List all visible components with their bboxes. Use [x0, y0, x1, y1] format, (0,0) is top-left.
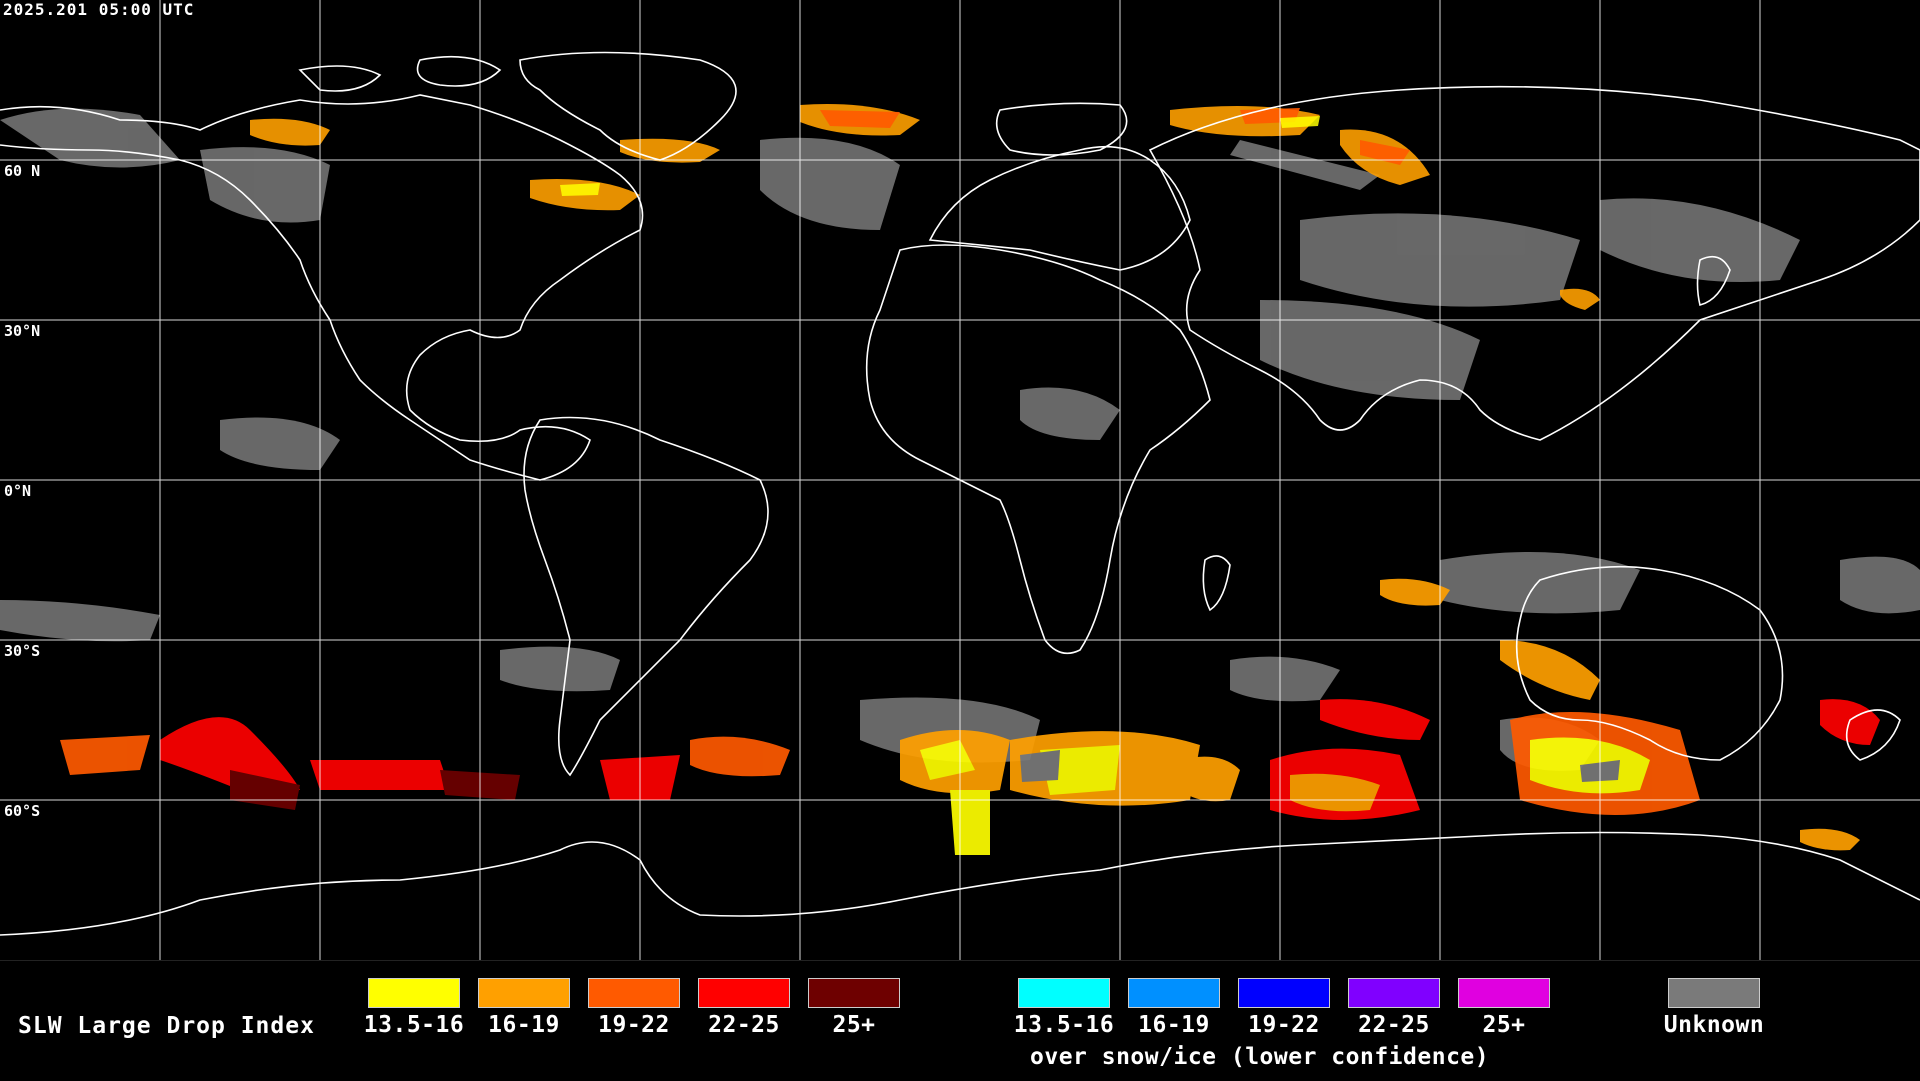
world-map: [0, 0, 1920, 960]
label-snow-4: 25+: [1482, 1012, 1526, 1038]
label-snow-2: 19-22: [1248, 1012, 1320, 1038]
swatch-main-0: [368, 978, 460, 1008]
timestamp: 2025.201 05:00 UTC: [3, 0, 195, 19]
coastlines: [0, 51, 1920, 936]
legend-bar: [0, 960, 1920, 1081]
cloud-data-layer: [0, 104, 1920, 855]
label-main-0: 13.5-16: [363, 1012, 465, 1038]
lat-label-0n: 0°N: [4, 482, 32, 500]
label-main-3: 22-25: [708, 1012, 780, 1038]
swatch-snow-3: [1348, 978, 1440, 1008]
swatch-snow-0: [1018, 978, 1110, 1008]
swatch-main-4: [808, 978, 900, 1008]
swatch-main-3: [698, 978, 790, 1008]
label-snow-0: 13.5-16: [1013, 1012, 1115, 1038]
label-unknown: Unknown: [1663, 1012, 1765, 1038]
swatch-snow-1: [1128, 978, 1220, 1008]
lat-label-60s: 60°S: [4, 802, 41, 820]
label-snow-1: 16-19: [1138, 1012, 1210, 1038]
swatch-main-1: [478, 978, 570, 1008]
snow-ice-note: over snow/ice (lower confidence): [1030, 1044, 1490, 1070]
swatch-snow-2: [1238, 978, 1330, 1008]
legend-title: SLW Large Drop Index: [18, 1013, 315, 1039]
lat-label-60n: 60 N: [4, 162, 41, 180]
lat-label-30n: 30°N: [4, 322, 41, 340]
graticule: [0, 0, 1920, 960]
label-main-4: 25+: [832, 1012, 876, 1038]
swatch-unknown: [1668, 978, 1760, 1008]
label-snow-3: 22-25: [1358, 1012, 1430, 1038]
label-main-2: 19-22: [598, 1012, 670, 1038]
swatch-snow-4: [1458, 978, 1550, 1008]
lat-label-30s: 30°S: [4, 642, 41, 660]
label-main-1: 16-19: [488, 1012, 560, 1038]
swatch-main-2: [588, 978, 680, 1008]
